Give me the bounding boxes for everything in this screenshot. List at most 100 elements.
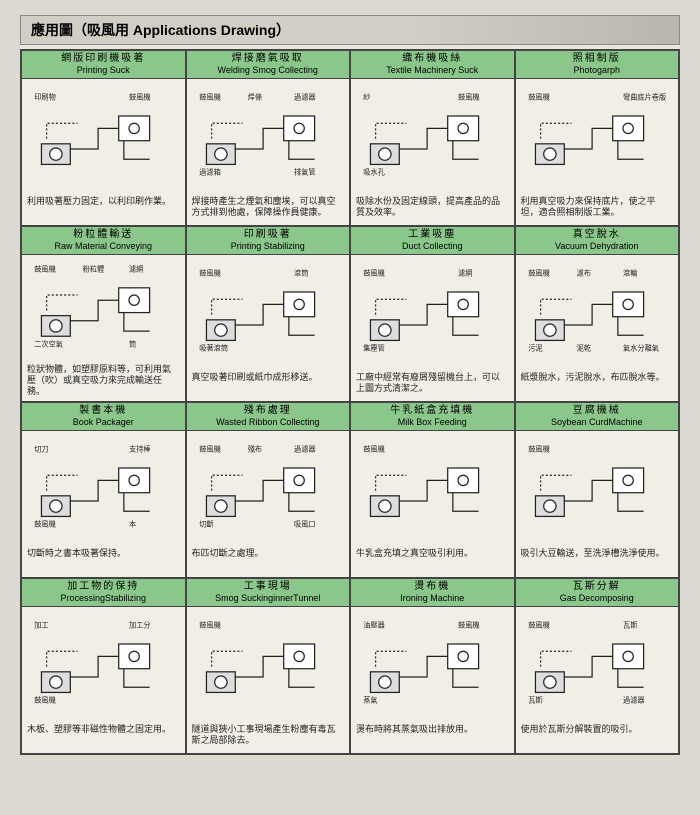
cell-header: 印刷吸著 Printing Stabilizing bbox=[187, 227, 350, 255]
svg-text:鼓風機: 鼓風機 bbox=[199, 444, 221, 453]
cell-header: 粉粒體輸送 Raw Material Conveying bbox=[22, 227, 185, 255]
svg-text:印刷物: 印刷物 bbox=[34, 92, 56, 101]
cell-title-en: Printing Stabilizing bbox=[189, 241, 348, 252]
cell-diagram: 鼓風機過濾器切斷吸風口殘布 bbox=[187, 431, 350, 545]
cell-header: 織布機吸絲 Textile Machinery Suck bbox=[351, 51, 514, 79]
app-cell: 粉粒體輸送 Raw Material Conveying 鼓風機濾網二次空氣筒粉… bbox=[21, 226, 186, 402]
applications-grid: 網版印刷機吸著 Printing Suck 印刷物鼓風機 利用吸著壓力固定，以利… bbox=[20, 49, 680, 755]
cell-title-zh: 粉粒體輸送 bbox=[24, 229, 183, 241]
svg-text:氣水分離氣: 氣水分離氣 bbox=[623, 344, 659, 353]
app-cell: 瓦斯分解 Gas Decomposing 鼓風機瓦斯瓦斯過濾器 使用於瓦斯分解裝… bbox=[515, 578, 680, 754]
svg-text:排氣管: 排氣管 bbox=[294, 168, 316, 177]
cell-caption: 吸引大豆輸送，至洗淨槽洗淨使用。 bbox=[516, 545, 679, 577]
svg-text:加工分: 加工分 bbox=[129, 620, 151, 629]
cell-title-zh: 瓦斯分解 bbox=[518, 581, 677, 593]
cell-caption: 吸除水份及固定線頭，提高產品的品質及效率。 bbox=[351, 193, 514, 225]
cell-caption: 真空吸著印刷或紙巾成形移送。 bbox=[187, 369, 350, 401]
cell-header: 燙布機 Ironing Machine bbox=[351, 579, 514, 607]
cell-caption: 粒狀物體，如塑膠原料等，可利用氣壓（吹）或真空吸力來完成輸送任務。 bbox=[22, 361, 185, 401]
svg-text:鼓風機: 鼓風機 bbox=[458, 620, 480, 629]
svg-text:過濾箱: 過濾箱 bbox=[199, 168, 221, 177]
svg-text:切刀: 切刀 bbox=[34, 444, 48, 453]
cell-title-zh: 網版印刷機吸著 bbox=[24, 53, 183, 65]
cell-caption: 紙漿脫水，污泥脫水，布匹脫水等。 bbox=[516, 369, 679, 401]
cell-title-en: Gas Decomposing bbox=[518, 593, 677, 604]
cell-diagram: 鼓風機 bbox=[351, 431, 514, 545]
cell-diagram: 鼓風機滾輪污泥氣水分離氣濾布泥乾 bbox=[516, 255, 679, 369]
app-cell: 豆腐機械 Soybean CurdMachine 鼓風機 吸引大豆輸送，至洗淨槽… bbox=[515, 402, 680, 578]
app-cell: 工業吸塵 Duct Collecting 鼓風機濾網集塵管 工廠中經常有廢屑殘留… bbox=[350, 226, 515, 402]
svg-text:鼓風機: 鼓風機 bbox=[528, 268, 550, 277]
svg-text:過濾器: 過濾器 bbox=[623, 696, 645, 705]
cell-header: 網版印刷機吸著 Printing Suck bbox=[22, 51, 185, 79]
cell-title-en: Ironing Machine bbox=[353, 593, 512, 604]
cell-caption: 工廠中經常有廢屑殘留機台上，可以上圖方式清潔之。 bbox=[351, 369, 514, 401]
cell-caption: 燙布時將其蒸氣吸出排放用。 bbox=[351, 721, 514, 753]
cell-header: 加工物的保持 ProcessingStabilizing bbox=[22, 579, 185, 607]
cell-diagram: 鼓風機濾網二次空氣筒粉粒體 bbox=[22, 255, 185, 361]
svg-text:瓦斯: 瓦斯 bbox=[528, 696, 542, 705]
cell-title-en: Photogarph bbox=[518, 65, 677, 76]
svg-text:鼓風機: 鼓風機 bbox=[34, 520, 56, 529]
cell-diagram: 加工 加工分鼓風機 bbox=[22, 607, 185, 721]
svg-text:滾輪: 滾輪 bbox=[623, 268, 637, 277]
svg-text:鼓風機: 鼓風機 bbox=[528, 92, 550, 101]
svg-text:油壓器: 油壓器 bbox=[363, 620, 385, 629]
cell-header: 照相制版 Photogarph bbox=[516, 51, 679, 79]
svg-text:本: 本 bbox=[129, 520, 136, 529]
cell-diagram: 鼓風機濾網集塵管 bbox=[351, 255, 514, 369]
cell-caption: 隧道與狹小工事現場產生粉塵有毒瓦斯之局部除去。 bbox=[187, 721, 350, 753]
svg-text:切斷: 切斷 bbox=[199, 520, 213, 529]
cell-caption: 木板、塑膠等非磁性物體之固定用。 bbox=[22, 721, 185, 753]
app-cell: 印刷吸著 Printing Stabilizing 鼓風機 滾筒吸著滾筒 真空吸著… bbox=[186, 226, 351, 402]
svg-text:吸著滾筒: 吸著滾筒 bbox=[199, 344, 228, 353]
cell-title-zh: 織布機吸絲 bbox=[353, 53, 512, 65]
svg-text:鼓風機: 鼓風機 bbox=[528, 444, 550, 453]
cell-title-en: Smog SuckinginnerTunnel bbox=[189, 593, 348, 604]
cell-header: 製書本機 Book Packager bbox=[22, 403, 185, 431]
svg-text:吸風口: 吸風口 bbox=[294, 520, 316, 529]
cell-title-zh: 真空脫水 bbox=[518, 229, 677, 241]
cell-title-en: Book Packager bbox=[24, 417, 183, 428]
app-cell: 牛乳紙盒充填機 Milk Box Feeding 鼓風機 牛乳盒充填之真空吸引利… bbox=[350, 402, 515, 578]
cell-title-zh: 加工物的保持 bbox=[24, 581, 183, 593]
app-cell: 照相制版 Photogarph 鼓風機彎曲底片卷版 利用真空吸力來保持底片，使之… bbox=[515, 50, 680, 226]
svg-text:鼓風機: 鼓風機 bbox=[199, 268, 221, 277]
svg-text:污泥: 污泥 bbox=[528, 344, 542, 353]
cell-header: 真空脫水 Vacuum Dehydration bbox=[516, 227, 679, 255]
svg-text:鼓風機: 鼓風機 bbox=[199, 92, 221, 101]
cell-title-zh: 照相制版 bbox=[518, 53, 677, 65]
cell-caption: 利用真空吸力來保持底片，使之平坦，適合照相制版工業。 bbox=[516, 193, 679, 225]
svg-text:鼓風機: 鼓風機 bbox=[34, 696, 56, 705]
cell-diagram: 鼓風機 bbox=[187, 607, 350, 721]
svg-text:焊條: 焊條 bbox=[247, 92, 261, 101]
svg-text:紗: 紗 bbox=[363, 92, 370, 101]
svg-text:濾網: 濾網 bbox=[129, 264, 143, 273]
svg-text:鼓風機: 鼓風機 bbox=[528, 620, 550, 629]
cell-title-en: Duct Collecting bbox=[353, 241, 512, 252]
cell-header: 牛乳紙盒充填機 Milk Box Feeding bbox=[351, 403, 514, 431]
cell-title-zh: 牛乳紙盒充填機 bbox=[353, 405, 512, 417]
cell-diagram: 切刀 支持棒鼓風機 本 bbox=[22, 431, 185, 545]
svg-text:集塵管: 集塵管 bbox=[363, 344, 385, 353]
svg-text:鼓風機: 鼓風機 bbox=[363, 444, 385, 453]
cell-header: 瓦斯分解 Gas Decomposing bbox=[516, 579, 679, 607]
cell-caption: 使用於瓦斯分解裝置的吸引。 bbox=[516, 721, 679, 753]
cell-diagram: 鼓風機過濾器過濾箱排氣管焊條 bbox=[187, 79, 350, 193]
svg-text:加工: 加工 bbox=[34, 620, 48, 629]
cell-title-zh: 殘布處理 bbox=[189, 405, 348, 417]
app-cell: 燙布機 Ironing Machine 油壓器鼓風機蒸氣 燙布時將其蒸氣吸出排放… bbox=[350, 578, 515, 754]
cell-title-en: Printing Suck bbox=[24, 65, 183, 76]
cell-title-zh: 焊接磨氣吸取 bbox=[189, 53, 348, 65]
app-cell: 織布機吸絲 Textile Machinery Suck 紗鼓風機吸水孔 吸除水… bbox=[350, 50, 515, 226]
svg-text:滾筒: 滾筒 bbox=[294, 268, 308, 277]
page-title: 應用圖（吸風用 Applications Drawing） bbox=[20, 15, 680, 45]
svg-text:二次空氣: 二次空氣 bbox=[34, 339, 63, 348]
app-cell: 製書本機 Book Packager 切刀支持棒鼓風機本 切斷時之書本吸著保持。 bbox=[21, 402, 186, 578]
cell-title-en: ProcessingStabilizing bbox=[24, 593, 183, 604]
svg-text:支持棒: 支持棒 bbox=[129, 444, 151, 453]
cell-header: 工事現場 Smog SuckinginnerTunnel bbox=[187, 579, 350, 607]
cell-title-en: Textile Machinery Suck bbox=[353, 65, 512, 76]
cell-diagram: 油壓器鼓風機蒸氣 bbox=[351, 607, 514, 721]
cell-title-en: Welding Smog Collecting bbox=[189, 65, 348, 76]
